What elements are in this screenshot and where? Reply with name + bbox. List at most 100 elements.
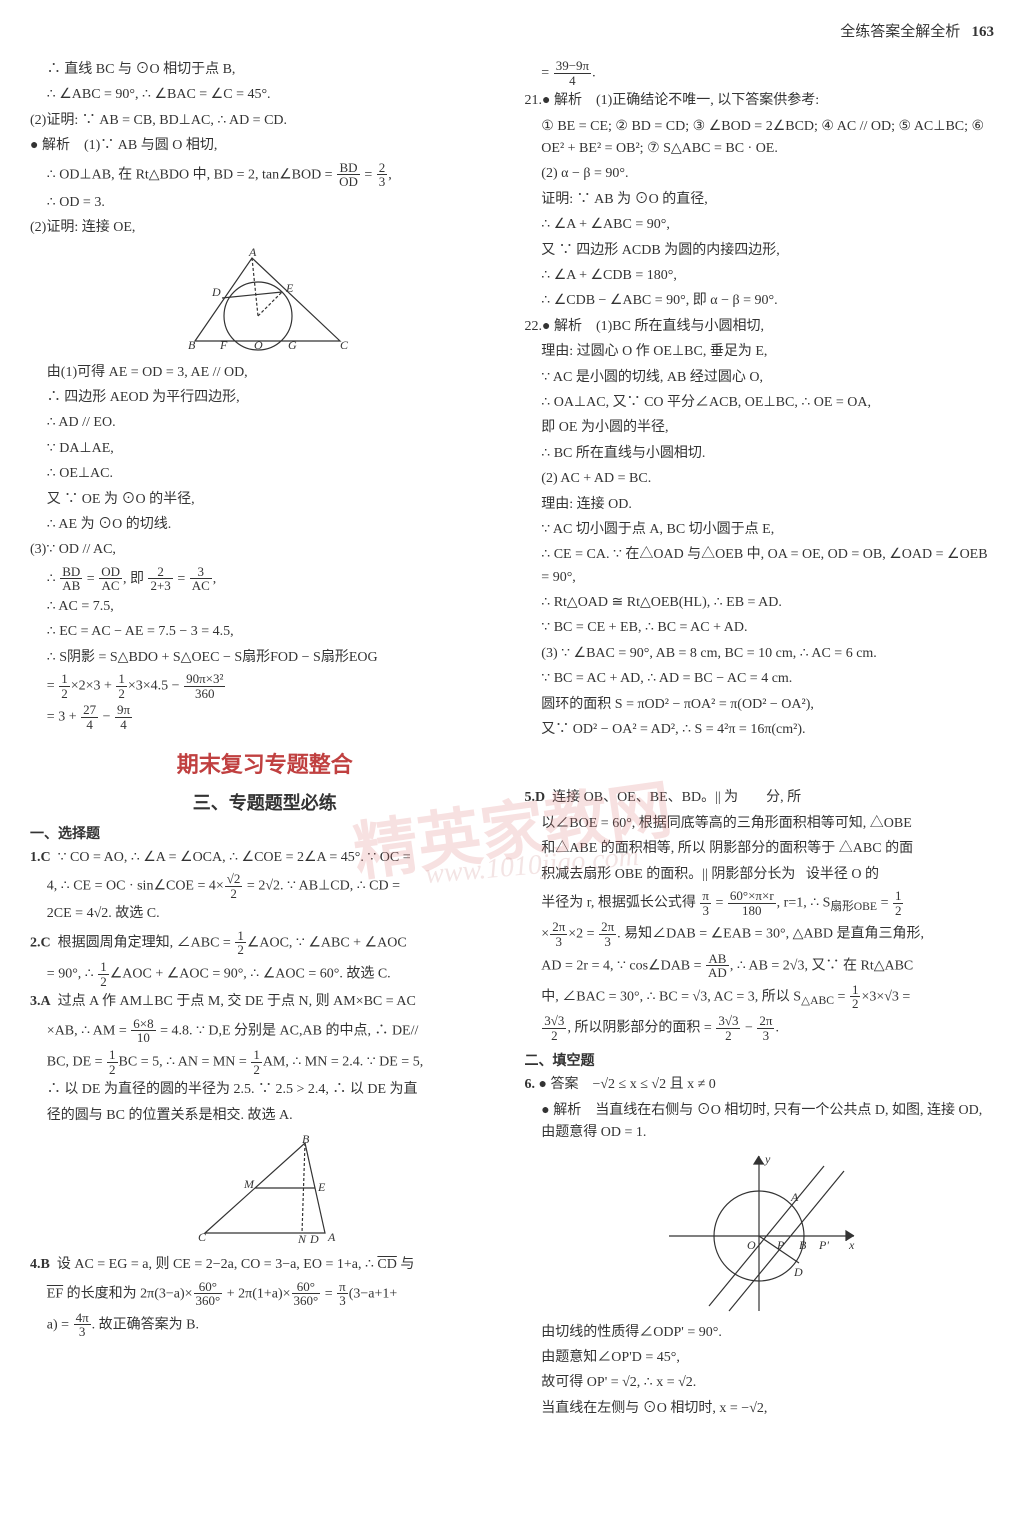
text-line: ×2π3×2 = 2π3. 易知∠DAB = ∠EAB = 30°, △ABD … xyxy=(525,920,995,948)
text-line: (2)证明: ∵ AB = CB, BD⊥AC, ∴ AD = CD. xyxy=(30,110,500,132)
text-line: BC, DE = 12BC = 5, ∴ AN = MN = 12AM, ∴ M… xyxy=(30,1048,500,1076)
text-line: 证明: ∵ AB 为 ⊙O 的直径, xyxy=(525,189,995,211)
svg-text:A: A xyxy=(327,1230,336,1244)
part-label-fill: 二、填空题 xyxy=(525,1050,995,1070)
text-line: 3√32, 所以阴影部分的面积 = 3√32 − 2π3. xyxy=(525,1014,995,1042)
svg-text:E: E xyxy=(317,1180,326,1194)
svg-text:B: B xyxy=(188,338,196,352)
text-line: ∴ Rt△OAD ≅ Rt△OEB(HL), ∴ EB = AD. xyxy=(525,592,995,614)
text-line: ∵ DA⊥AE, xyxy=(30,438,500,460)
right-column: = 39−9π4. 21.● 解析 (1)正确结论不唯一, 以下答案供参考: ①… xyxy=(525,56,995,1423)
text-line: ∴ ∠ABC = 90°, ∴ ∠BAC = ∠C = 45°. xyxy=(30,84,500,106)
text-line: ① BE = CE; ② BD = CD; ③ ∠BOD = 2∠BCD; ④ … xyxy=(525,116,995,161)
text-line: 以∠BOE = 60°, 根据同底等高的三角形面积相等可知, △OBE xyxy=(525,813,995,835)
text-line: (3) ∵ ∠BAC = 90°, AB = 8 cm, BC = 10 cm,… xyxy=(525,643,995,665)
geometry-figure-triangle-midline: B M E C N D A xyxy=(190,1133,340,1248)
left-column: ∴ 直线 BC 与 ⊙O 相切于点 B, ∴ ∠ABC = 90°, ∴ ∠BA… xyxy=(30,56,500,1423)
svg-text:D: D xyxy=(211,285,221,299)
svg-text:P: P xyxy=(776,1238,785,1252)
text-line: ∴ ∠CDB − ∠ABC = 90°, 即 α − β = 90°. xyxy=(525,290,995,312)
q-num: 2.C xyxy=(30,935,51,950)
text-line: ∴ EC = AC − AE = 7.5 − 3 = 4.5, xyxy=(30,621,500,643)
text-line: ∴ AE 为 ⊙O 的切线. xyxy=(30,514,500,536)
text-line: 22.● 解析 (1)BC 所在直线与小圆相切, xyxy=(525,316,995,338)
svg-text:D: D xyxy=(793,1265,803,1279)
svg-text:G: G xyxy=(288,338,297,352)
text-line: ∴ ∠A + ∠CDB = 180°, xyxy=(525,265,995,287)
svg-text:O: O xyxy=(747,1238,756,1252)
text-line: 由(1)可得 AE = OD = 3, AE // OD, xyxy=(30,362,500,384)
text-line: (3)∵ OD // AC, xyxy=(30,539,500,561)
text-line: 2CE = 4√2. 故选 C. xyxy=(30,903,500,925)
svg-text:C: C xyxy=(340,338,349,352)
svg-text:D: D xyxy=(309,1232,319,1246)
text-line: 理由: 连接 OD. xyxy=(525,494,995,516)
svg-text:O: O xyxy=(254,338,263,352)
text-line: ∴ 四边形 AEOD 为平行四边形, xyxy=(30,387,500,409)
fill-q6: 6. ● 答案 −√2 ≤ x ≤ √2 且 x ≠ 0 xyxy=(525,1074,995,1096)
svg-text:A: A xyxy=(790,1190,799,1204)
text-line: 中, ∠BAC = 30°, ∴ BC = √3, AC = 3, 所以 S△A… xyxy=(525,983,995,1011)
svg-text:C: C xyxy=(198,1230,207,1244)
text-line: 理由: 过圆心 O 作 OE⊥BC, 垂足为 E, xyxy=(525,341,995,363)
text-line: AD = 2r = 4, ∵ cos∠DAB = ABAD, ∴ AB = 2√… xyxy=(525,952,995,980)
sub-section-title: 三、专题题型必练 xyxy=(30,789,500,815)
text-line: 圆环的面积 S = πOD² − πOA² = π(OD² − OA²), xyxy=(525,694,995,716)
svg-text:N: N xyxy=(297,1232,307,1246)
svg-text:A: A xyxy=(248,246,257,259)
text-line: ∴ CE = CA. ∵ 在△OAD 与△OEB 中, OA = OE, OD … xyxy=(525,544,995,589)
answer-text: ● 答案 −√2 ≤ x ≤ √2 且 x ≠ 0 xyxy=(539,1077,716,1092)
text-line: ∴ OE⊥AC. xyxy=(30,463,500,485)
text-line: ∴ AC = 7.5, xyxy=(30,596,500,618)
q-num: 4.B xyxy=(30,1257,50,1272)
two-column-layout: ∴ 直线 BC 与 ⊙O 相切于点 B, ∴ ∠ABC = 90°, ∴ ∠BA… xyxy=(30,56,994,1423)
choice-q5: 5.D 连接 OB、OE、BE、BD。|| 为 分, 所 xyxy=(525,787,995,809)
text-line: a) = 4π3. 故正确答案为 B. xyxy=(30,1311,500,1339)
text-line: = 90°, ∴ 12∠AOC + ∠AOC = 90°, ∴ ∠AOC = 6… xyxy=(30,960,500,988)
text-line: ∴ AD // EO. xyxy=(30,412,500,434)
text-line: 当直线在左侧与 ⊙O 相切时, x = −√2, xyxy=(525,1398,995,1420)
svg-text:M: M xyxy=(243,1177,255,1191)
text-line: EF 的长度和为 2π(3−a)×60°360° + 2π(1+a)×60°36… xyxy=(30,1280,500,1308)
text-line: 径的圆与 BC 的位置关系是相交. 故选 A. xyxy=(30,1105,500,1127)
text-line: (2) α − β = 90°. xyxy=(525,163,995,185)
text-line: (2)证明: 连接 OE, xyxy=(30,217,500,239)
text-line: ∵ BC = AC + AD, ∴ AD = BC − AC = 4 cm. xyxy=(525,668,995,690)
page-number: 163 xyxy=(972,24,995,40)
text-line: 即 OE 为小圆的半径, xyxy=(525,417,995,439)
text-line: = 3 + 274 − 9π4 xyxy=(30,703,500,731)
text-line: 又 ∵ 四边形 ACDB 为圆的内接四边形, xyxy=(525,240,995,262)
section-title: 期末复习专题整合 xyxy=(30,747,500,779)
text-line: 21.● 解析 (1)正确结论不唯一, 以下答案供参考: xyxy=(525,90,995,112)
text-line: ∵ BC = CE + EB, ∴ BC = AC + AD. xyxy=(525,617,995,639)
text-line: ∴ BDAB = ODAC, 即 22+3 = 3AC, xyxy=(30,565,500,593)
choice-q4: 4.B 设 AC = EG = a, 则 CE = 2−2a, CO = 3−a… xyxy=(30,1254,500,1276)
text-line: 积减去扇形 OBE 的面积。|| 阴影部分长为 设半径 O 的 xyxy=(525,864,995,886)
text-line: 由切线的性质得∠ODP' = 90°. xyxy=(525,1322,995,1344)
geometry-figure-triangle-circle: A D E B F O G C xyxy=(180,246,350,356)
text-line: ∴ OD⊥AB, 在 Rt△BDO 中, BD = 2, tan∠BOD = B… xyxy=(30,161,500,189)
text-line: 又∵ OD² − OA² = AD², ∴ S = 4²π = 16π(cm²)… xyxy=(525,719,995,741)
part-label-choice: 一、选择题 xyxy=(30,823,500,843)
text-line: ∴ OD = 3. xyxy=(30,192,500,214)
svg-text:B: B xyxy=(302,1133,310,1146)
q-num: 1.C xyxy=(30,850,51,865)
text-line: ∴ OA⊥AC, 又∵ CO 平分∠ACB, OE⊥BC, ∴ OE = OA, xyxy=(525,392,995,414)
text-line: (2) AC + AD = BC. xyxy=(525,468,995,490)
text-line: ∵ AC 切小圆于点 A, BC 切小圆于点 E, xyxy=(525,519,995,541)
q-num: 3.A xyxy=(30,994,51,1009)
text-line: ∴ BC 所在直线与小圆相切. xyxy=(525,443,995,465)
text-line: 4, ∴ CE = OC · sin∠COE = 4×√22 = 2√2. ∵ … xyxy=(30,872,500,900)
svg-text:P': P' xyxy=(818,1238,829,1252)
text-line: 故可得 OP' = √2, ∴ x = √2. xyxy=(525,1372,995,1394)
q-num: 5.D xyxy=(525,790,546,805)
text-line: 和△ABE 的面积相等, 所以 阴影部分的面积等于 △ABC 的面 xyxy=(525,838,995,860)
text-line: ● 解析 当直线在右侧与 ⊙O 相切时, 只有一个公共点 D, 如图, 连接 O… xyxy=(525,1100,995,1145)
header-text: 全练答案全解全析 xyxy=(840,24,960,40)
choice-q2: 2.C 根据圆周角定理知, ∠ABC = 12∠AOC, ∵ ∠ABC + ∠A… xyxy=(30,929,500,957)
svg-text:x: x xyxy=(848,1238,855,1252)
svg-text:y: y xyxy=(764,1152,771,1166)
q-num: 6. xyxy=(525,1077,536,1092)
choice-q1: 1.C ∵ CO = AO, ∴ ∠A = ∠OCA, ∴ ∠COE = 2∠A… xyxy=(30,847,500,869)
text-line: 由题意知∠OP'D = 45°, xyxy=(525,1347,995,1369)
